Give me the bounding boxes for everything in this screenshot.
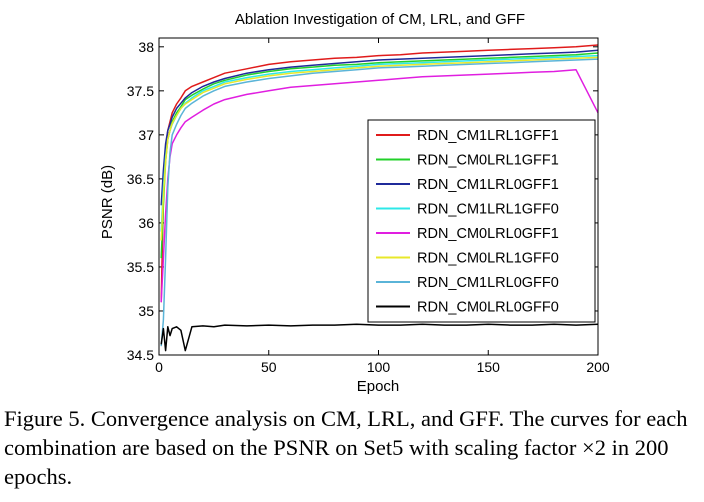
y-tick-label: 36.5 xyxy=(127,171,154,187)
series-lines xyxy=(160,44,599,352)
convergence-chart: Ablation Investigation of CM, LRL, and G… xyxy=(99,11,610,395)
chart-title: Ablation Investigation of CM, LRL, and G… xyxy=(235,11,525,28)
legend-entry: RDN_CM0LRL1GFF0 xyxy=(417,251,559,267)
legend-entry: RDN_CM1LRL0GFF0 xyxy=(417,275,559,291)
series-line-rdn_cm0lrl0gff1 xyxy=(160,68,599,303)
y-tick-label: 38 xyxy=(138,39,154,55)
legend-entry: RDN_CM0LRL1GFF1 xyxy=(417,153,559,169)
legend-entry: RDN_CM1LRL1GFF1 xyxy=(417,128,559,144)
legend-entry: RDN_CM0LRL0GFF0 xyxy=(417,300,559,316)
legend-box xyxy=(367,119,596,323)
y-axis-label: PSNR (dB) xyxy=(99,165,116,239)
figure-caption: Figure 5. Convergence analysis on CM, LR… xyxy=(4,406,688,489)
series-line-rdn_cm1lrl0gff1 xyxy=(160,49,599,206)
x-axis-label: Epoch xyxy=(357,378,400,395)
x-tick-label: 100 xyxy=(367,359,391,375)
legend-entry: RDN_CM1LRL0GFF1 xyxy=(417,177,559,193)
x-tick-label: 50 xyxy=(261,359,277,375)
y-tick-label: 35.5 xyxy=(127,259,154,275)
y-tick-label: 34.5 xyxy=(127,347,154,363)
axis-ticks: 0 50 100 150 200 34.5 35 35.5 36 36.5 37 37.5 38 xyxy=(127,38,610,375)
x-tick-label: 0 xyxy=(155,359,163,375)
y-tick-label: 37 xyxy=(138,127,154,143)
series-line-rdn_cm1lrl0gff0 xyxy=(160,58,599,347)
series-line-rdn_cm1lrl1gff1 xyxy=(160,44,599,303)
y-tick-label: 37.5 xyxy=(127,83,154,99)
legend: RDN_CM1LRL1GFF1 RDN_CM0LRL1GFF1 RDN_CM1LRL… xyxy=(367,119,596,323)
series-line-rdn_cm0lrl1gff0 xyxy=(160,56,599,241)
x-tick-label: 150 xyxy=(477,359,501,375)
y-tick-label: 36 xyxy=(138,215,154,231)
series-line-rdn_cm0lrl0gff0 xyxy=(160,323,599,352)
axes-frame xyxy=(158,37,599,356)
x-tick-label: 200 xyxy=(586,359,610,375)
legend-entry: RDN_CM0LRL0GFF1 xyxy=(417,226,559,242)
legend-entry: RDN_CM1LRL1GFF0 xyxy=(417,202,559,218)
y-tick-label: 35 xyxy=(138,303,154,319)
